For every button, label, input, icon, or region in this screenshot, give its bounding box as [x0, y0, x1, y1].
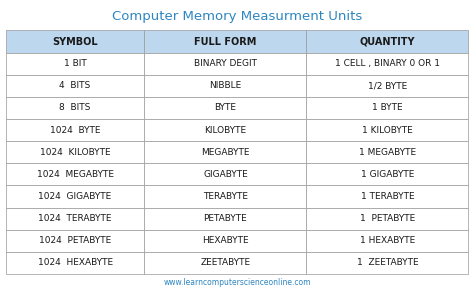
Bar [306, 230, 468, 252]
Text: 1  PETABYTE: 1 PETABYTE [360, 214, 415, 223]
Text: SYMBOL: SYMBOL [52, 37, 98, 46]
Bar [145, 30, 306, 52]
Bar [6, 208, 145, 230]
Text: TERABYTE: TERABYTE [203, 192, 248, 201]
Text: 1024  BYTE: 1024 BYTE [50, 126, 100, 135]
Bar [306, 186, 468, 208]
Text: 1 BYTE: 1 BYTE [372, 104, 403, 113]
Bar [306, 208, 468, 230]
Bar [306, 52, 468, 75]
Text: HEXABYTE: HEXABYTE [202, 236, 249, 245]
Bar [6, 163, 145, 186]
Bar [306, 252, 468, 274]
Text: FULL FORM: FULL FORM [194, 37, 256, 46]
Bar [306, 119, 468, 141]
Text: 8  BITS: 8 BITS [59, 104, 91, 113]
Text: 1 CELL , BINARY 0 OR 1: 1 CELL , BINARY 0 OR 1 [335, 59, 440, 68]
Bar [306, 163, 468, 186]
Text: 1 KILOBYTE: 1 KILOBYTE [362, 126, 413, 135]
Text: QUANTITY: QUANTITY [360, 37, 415, 46]
Bar [145, 186, 306, 208]
Bar [6, 141, 145, 163]
Text: 1 MEGABYTE: 1 MEGABYTE [359, 148, 416, 157]
Bar [6, 119, 145, 141]
Bar [306, 75, 468, 97]
Text: 1/2 BYTE: 1/2 BYTE [368, 81, 407, 90]
Text: NIBBLE: NIBBLE [210, 81, 242, 90]
Text: 1024  TERABYTE: 1024 TERABYTE [38, 214, 112, 223]
Text: BINARY DEGIT: BINARY DEGIT [194, 59, 257, 68]
Bar [145, 119, 306, 141]
Bar [6, 97, 145, 119]
Text: PETABYTE: PETABYTE [203, 214, 247, 223]
Text: www.learncomputerscienceonline.com: www.learncomputerscienceonline.com [163, 278, 311, 287]
Text: 1024  MEGABYTE: 1024 MEGABYTE [36, 170, 114, 179]
Text: ZEETABYTE: ZEETABYTE [201, 258, 250, 267]
Bar [6, 186, 145, 208]
Text: 1 TERABYTE: 1 TERABYTE [361, 192, 414, 201]
Bar [145, 52, 306, 75]
Text: Computer Memory Measurment Units: Computer Memory Measurment Units [112, 10, 362, 23]
Bar [6, 75, 145, 97]
Bar [145, 252, 306, 274]
Bar [145, 141, 306, 163]
Text: MEGABYTE: MEGABYTE [201, 148, 250, 157]
Bar [6, 252, 145, 274]
Text: 1  ZEETABYTE: 1 ZEETABYTE [356, 258, 418, 267]
Bar [6, 230, 145, 252]
Bar [145, 230, 306, 252]
Bar [145, 75, 306, 97]
Text: 1 HEXABYTE: 1 HEXABYTE [360, 236, 415, 245]
Bar [306, 141, 468, 163]
Bar [6, 52, 145, 75]
Bar [306, 30, 468, 52]
Text: BYTE: BYTE [214, 104, 237, 113]
Bar [306, 97, 468, 119]
Text: 1 GIGABYTE: 1 GIGABYTE [361, 170, 414, 179]
Bar [145, 97, 306, 119]
Bar [145, 208, 306, 230]
Text: KILOBYTE: KILOBYTE [204, 126, 246, 135]
Text: GIGABYTE: GIGABYTE [203, 170, 248, 179]
Bar [145, 163, 306, 186]
Bar [6, 30, 145, 52]
Text: 1024  HEXABYTE: 1024 HEXABYTE [37, 258, 113, 267]
Text: 1024  PETABYTE: 1024 PETABYTE [39, 236, 111, 245]
Text: 4  BITS: 4 BITS [59, 81, 91, 90]
Text: 1024  GIGABYTE: 1024 GIGABYTE [38, 192, 112, 201]
Text: 1024  KILOBYTE: 1024 KILOBYTE [40, 148, 110, 157]
Text: 1 BIT: 1 BIT [64, 59, 86, 68]
